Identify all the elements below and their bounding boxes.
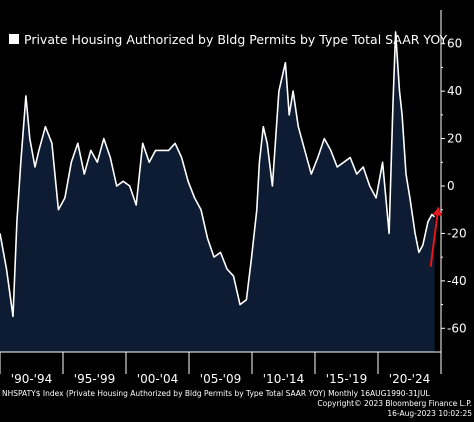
y-tick-label: 40 xyxy=(447,84,462,98)
x-tick-label: '20-'24 xyxy=(389,372,430,386)
x-axis: '90-'94 '95-'99 '00-'04 '05-'09 '10-'14 '15-'… xyxy=(0,351,442,386)
legend-swatch xyxy=(9,34,19,44)
annotation-arrow xyxy=(429,207,440,267)
y-tick-label: -20 xyxy=(447,226,467,240)
footer-source: NHSPATY$ Index (Private Housing Authoriz… xyxy=(2,389,430,398)
chart-title: Private Housing Authorized by Bldg Permi… xyxy=(24,32,448,47)
series-line xyxy=(0,31,436,318)
y-tick-label: -40 xyxy=(447,274,467,288)
y-tick-label: 20 xyxy=(447,132,462,146)
x-tick-label: '90-'94 xyxy=(11,372,52,386)
y-axis: -60 -40 -20 0 20 40 60 xyxy=(440,10,467,352)
x-tick-label: '00-'04 xyxy=(137,372,178,386)
y-tick-label: 0 xyxy=(447,179,455,193)
plot-area xyxy=(0,31,436,353)
x-tick-label: '05-'09 xyxy=(200,372,241,386)
footer-timestamp: 16-Aug-2023 10:02:25 xyxy=(387,409,472,418)
annotations xyxy=(429,207,443,267)
annotation-arrowhead xyxy=(432,207,443,216)
x-tick-label: '15-'19 xyxy=(326,372,367,386)
y-tick-label: -60 xyxy=(447,321,467,335)
footer-copyright: Copyright© 2023 Bloomberg Finance L.P. xyxy=(317,399,472,408)
y-tick-label: 60 xyxy=(447,37,462,51)
x-tick-label: '10-'14 xyxy=(263,372,304,386)
legend: Private Housing Authorized by Bldg Permi… xyxy=(9,32,448,47)
x-tick-label: '95-'99 xyxy=(74,372,115,386)
series-area xyxy=(0,31,435,353)
